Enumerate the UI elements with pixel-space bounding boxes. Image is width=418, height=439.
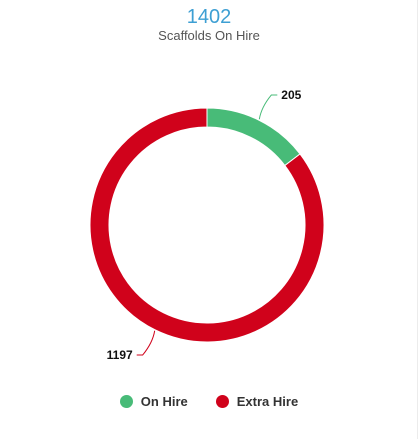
connector-extra-hire: [136, 330, 156, 356]
legend-item-extra-hire[interactable]: Extra Hire: [215, 394, 299, 409]
data-label-on-hire: 205: [281, 88, 301, 102]
legend-item-on-hire[interactable]: On Hire: [119, 394, 188, 409]
slice-on-hire[interactable]: [206, 107, 301, 167]
legend-label-on-hire: On Hire: [140, 394, 188, 409]
legend-swatch-extra-hire: [215, 395, 229, 408]
legend: On Hire Extra Hire: [0, 394, 418, 409]
donut-chart: 205 1197: [89, 88, 325, 362]
connector-on-hire: [258, 94, 278, 120]
legend-label-extra-hire: Extra Hire: [236, 394, 299, 409]
legend-swatch-on-hire: [119, 395, 133, 408]
data-label-extra-hire: 1197: [107, 348, 133, 362]
chart-subtitle: Scaffolds On Hire: [158, 28, 260, 43]
slice-extra-hire[interactable]: [89, 107, 325, 343]
chart-title: 1402: [186, 6, 232, 28]
